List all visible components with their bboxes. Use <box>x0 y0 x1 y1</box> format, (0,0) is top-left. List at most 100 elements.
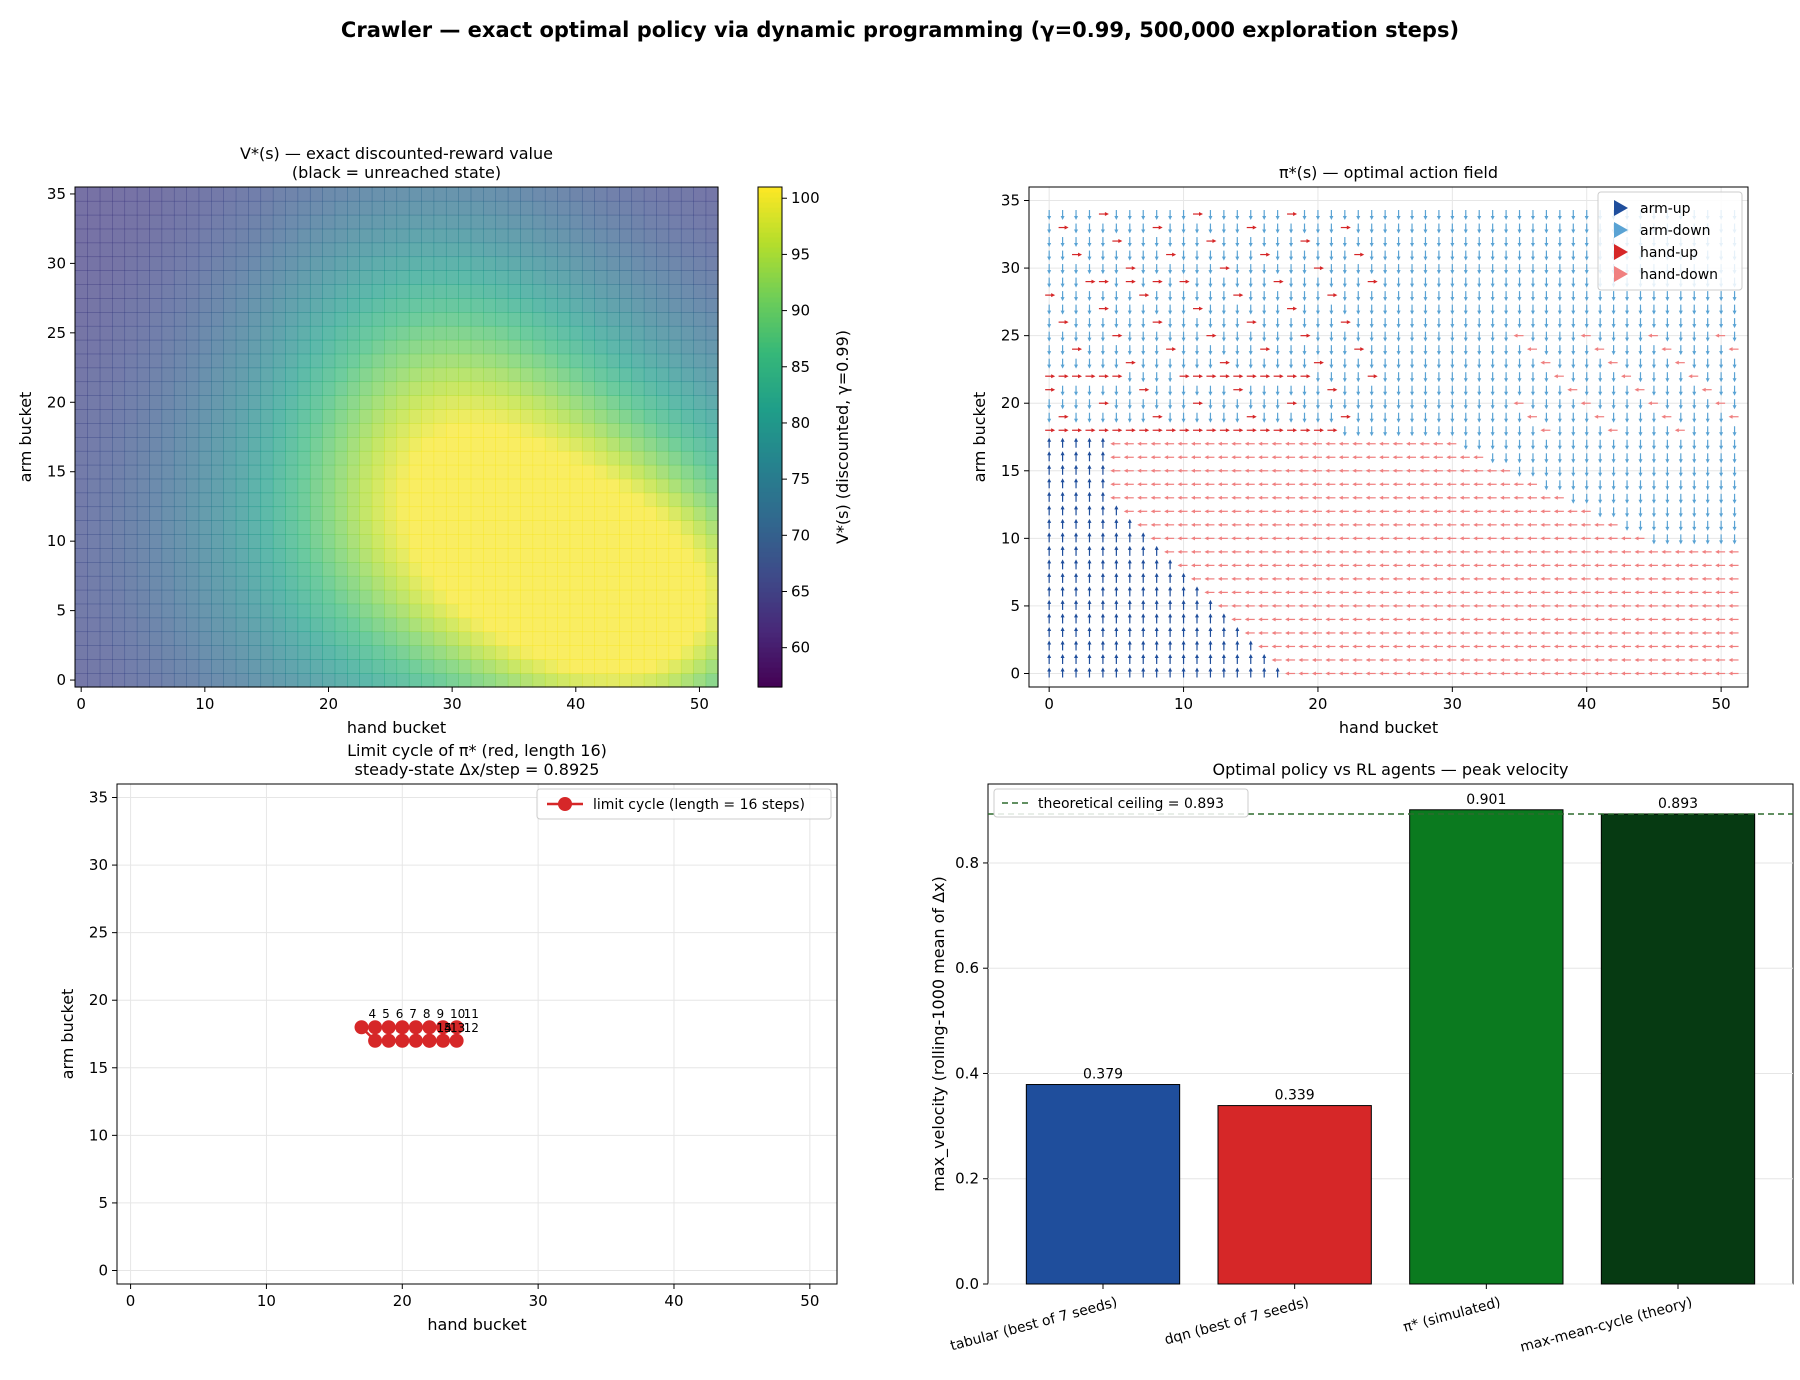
y-tick-label: 15 <box>47 463 66 481</box>
policy-arrowhead-hand-down <box>1567 657 1572 662</box>
heatmap-cell <box>544 548 558 563</box>
colorbar-tick-label: 100 <box>791 189 820 207</box>
policy-arrowhead-hand-down <box>1190 522 1195 527</box>
x-tick-label: 0 <box>76 695 86 713</box>
policy-arrowhead-hand-down <box>1567 617 1572 622</box>
heatmap-cell <box>322 200 336 216</box>
heatmap-cell <box>161 659 175 674</box>
heatmap-cell <box>495 339 509 355</box>
heatmap-cell <box>483 423 497 438</box>
policy-arrowhead-hand-up <box>1185 374 1190 379</box>
policy-arrowhead-hand-down <box>1513 644 1518 649</box>
policy-arrowhead-arm-down <box>1221 310 1226 315</box>
heatmap-cell <box>507 589 521 605</box>
heatmap-cell <box>124 520 138 535</box>
policy-arrowhead-hand-down <box>1473 644 1478 649</box>
heatmap-cell <box>198 673 212 688</box>
policy-arrowhead-arm-up <box>1060 653 1065 658</box>
policy-arrowhead-arm-down <box>1584 256 1589 261</box>
policy-arrowhead-arm-down <box>1208 216 1213 221</box>
heatmap-cell <box>680 409 694 424</box>
heatmap-cell <box>693 520 707 535</box>
policy-arrowhead-hand-down <box>1406 590 1411 595</box>
policy-arrowhead-arm-down <box>1235 243 1240 248</box>
heatmap-cell <box>433 325 447 341</box>
policy-arrowhead-arm-down <box>1074 283 1079 288</box>
policy-arrowhead-arm-down <box>1436 405 1441 410</box>
heatmap-cell <box>693 395 707 410</box>
heatmap-cell <box>606 381 620 396</box>
heatmap-cell <box>532 367 546 383</box>
heatmap-cell <box>458 367 472 383</box>
heatmap-cell <box>223 367 237 383</box>
heatmap-cell <box>161 450 175 466</box>
heatmap-cell <box>396 298 410 313</box>
heatmap-cell <box>470 492 484 508</box>
policy-arrowhead-arm-up <box>1208 626 1213 631</box>
x-tick-label: 0 <box>1044 695 1054 713</box>
heatmap-cell <box>384 256 398 271</box>
heatmap-cell <box>643 464 657 480</box>
policy-arrowhead-hand-down <box>1365 603 1370 608</box>
heatmap-cell <box>136 562 150 577</box>
heatmap-cell <box>334 187 348 202</box>
colorbar-tick-label: 70 <box>791 526 810 544</box>
policy-arrowhead-arm-down <box>1571 243 1576 248</box>
policy-arrowhead-hand-down <box>1231 455 1236 460</box>
policy-arrowhead-hand-down <box>1567 644 1572 649</box>
policy-arrowhead-arm-up <box>1074 451 1079 456</box>
heatmap-cell <box>569 367 583 383</box>
policy-arrowhead-arm-down <box>1315 324 1320 329</box>
heatmap-cell <box>680 228 694 244</box>
policy-arrowhead-arm-up <box>1074 464 1079 469</box>
heatmap-cell <box>520 437 534 452</box>
policy-arrowhead-hand-down <box>1311 536 1316 541</box>
heatmap-cell <box>223 562 237 577</box>
policy-arrowhead-arm-up <box>1194 586 1199 591</box>
colorbar-swatch <box>758 667 782 673</box>
policy-arrowhead-arm-down <box>1517 256 1522 261</box>
colorbar-swatch <box>758 487 782 493</box>
policy-arrowhead-arm-down <box>1396 310 1401 315</box>
heatmap-cell <box>705 395 719 410</box>
heatmap-cell <box>161 520 175 535</box>
policy-arrowhead-arm-down <box>1114 405 1119 410</box>
heatmap-cell <box>483 381 497 396</box>
heatmap-cell <box>445 298 459 313</box>
policy-arrowhead-arm-down <box>1235 324 1240 329</box>
heatmap-cell <box>124 214 138 230</box>
policy-arrowhead-hand-down <box>1311 576 1316 581</box>
policy-arrowhead-arm-down <box>1154 405 1159 410</box>
heatmap-cell <box>470 409 484 424</box>
heatmap-cell <box>705 589 719 605</box>
heatmap-cell <box>371 631 385 646</box>
policy-arrowhead-arm-down <box>1383 229 1388 234</box>
heatmap-cell <box>297 617 311 633</box>
policy-arrowhead-arm-down <box>1557 486 1562 491</box>
policy-arrowhead-hand-down <box>1244 549 1249 554</box>
heatmap-cell <box>75 603 88 619</box>
policy-arrowhead-arm-down <box>1369 351 1374 356</box>
policy-arrowhead-hand-down <box>1513 333 1518 338</box>
policy-arrowhead-hand-down <box>1526 630 1531 635</box>
heatmap-cell <box>631 325 645 341</box>
policy-arrowhead-arm-down <box>1557 324 1562 329</box>
policy-arrowhead-arm-down <box>1289 283 1294 288</box>
policy-arrowhead-hand-down <box>1352 536 1357 541</box>
policy-arrowhead-arm-up <box>1154 572 1159 577</box>
heatmap-cell <box>260 423 274 438</box>
heatmap-cell <box>606 645 620 660</box>
policy-arrowhead-hand-down <box>1500 509 1505 514</box>
heatmap-cell <box>470 464 484 480</box>
heatmap-cell <box>532 645 546 660</box>
heatmap-cell <box>619 200 633 216</box>
policy-arrowhead-hand-down <box>1311 495 1316 500</box>
policy-arrowhead-arm-down <box>1369 270 1374 275</box>
heatmap-cell <box>507 256 521 271</box>
colorbar-tick-label: 95 <box>791 245 810 263</box>
heatmap-cell <box>668 367 682 383</box>
policy-arrowhead-hand-down <box>1459 617 1464 622</box>
policy-arrowhead-arm-down <box>1490 256 1495 261</box>
policy-arrowhead-hand-up <box>1346 225 1351 230</box>
heatmap-cell <box>235 298 249 313</box>
